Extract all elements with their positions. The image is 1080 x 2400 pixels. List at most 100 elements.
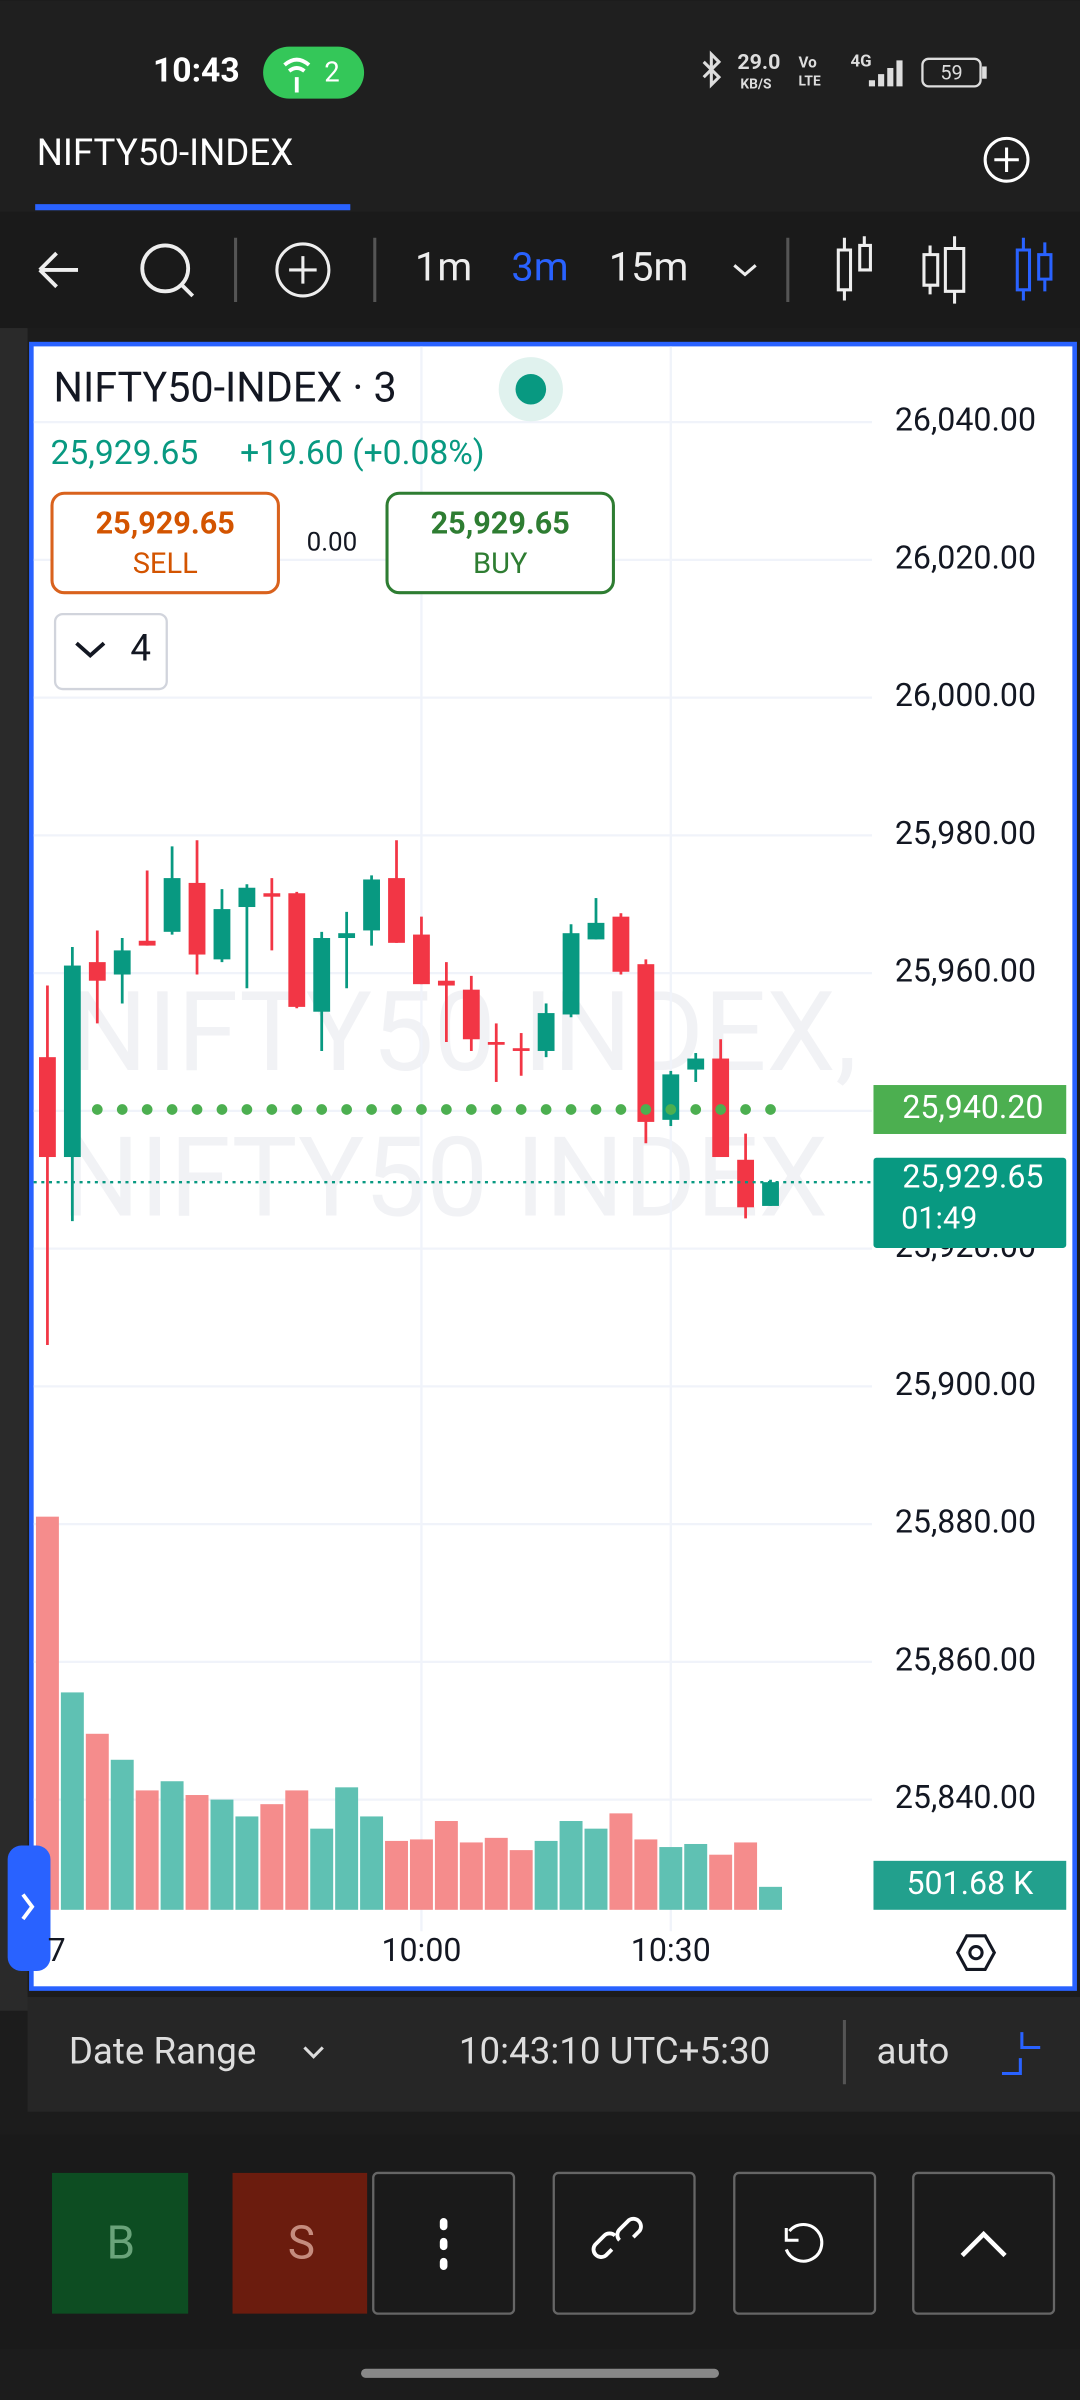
fullscreen-button[interactable]	[1001, 2032, 1041, 2076]
watermark: NIFTY50 INDEX	[61, 1113, 828, 1242]
grid: 25,840.00 25,860.00 25,880.00 25,900.00 25,9…	[33, 346, 1036, 1932]
candle-body	[113, 950, 131, 975]
volume-bar	[310, 1828, 334, 1910]
candle-body	[288, 893, 306, 1007]
chart-style-active[interactable]	[1015, 237, 1053, 301]
search-button[interactable]	[140, 243, 191, 294]
bottom-bar	[27, 1996, 1080, 2112]
candle-body	[39, 1057, 56, 1158]
settings-icon	[968, 1944, 984, 1961]
interval-dropdown[interactable]	[733, 264, 757, 277]
add-tab-button[interactable]	[983, 136, 1030, 183]
sell-action[interactable]	[232, 2172, 368, 2314]
expand-button[interactable]	[912, 2171, 1056, 2315]
reset-icon	[784, 2223, 824, 2263]
candle-body	[487, 1042, 505, 1045]
candle-body	[388, 878, 405, 943]
symbol-title: NIFTY50-INDEX · 3	[54, 365, 397, 413]
network-type: 4G	[851, 51, 872, 71]
candle-body	[737, 1159, 755, 1208]
y-tick-label: 25,900.00	[895, 1365, 1036, 1403]
y-tick-label: 26,040.00	[895, 401, 1036, 439]
volume-bar	[484, 1837, 508, 1910]
volume-bar	[60, 1692, 84, 1910]
chart-style-button[interactable]	[922, 236, 966, 304]
spread: 0.00	[307, 528, 358, 558]
volume-bar	[409, 1839, 433, 1910]
volume-bar	[285, 1790, 309, 1910]
candle-body	[587, 922, 605, 940]
tab-title[interactable]: NIFTY50-INDEX	[37, 131, 294, 174]
chart-type-button[interactable]	[836, 236, 872, 301]
expand-icon	[960, 2230, 1007, 2258]
chevron	[75, 641, 106, 658]
volume-bar	[534, 1840, 558, 1910]
interval-button[interactable]: 1m	[415, 243, 472, 290]
y-tick-label: 25,880.00	[895, 1503, 1036, 1541]
status-dot	[515, 373, 547, 405]
hotspot-count: 2	[324, 55, 339, 88]
volume-bar	[434, 1821, 458, 1910]
hotspot-pill	[263, 46, 365, 99]
last-price-box	[873, 1157, 1067, 1248]
order-line-label: 25,940.20	[902, 1088, 1043, 1126]
back-button[interactable]	[38, 251, 79, 289]
net-unit: KB/S	[740, 76, 771, 92]
volume-bar	[235, 1816, 259, 1910]
indicators-toggle[interactable]	[53, 612, 168, 691]
y-tick-label: 25,980.00	[895, 814, 1036, 852]
countdown-label: 01:49	[901, 1201, 977, 1236]
volume-bar	[659, 1847, 683, 1910]
add-indicator-button[interactable]	[275, 242, 331, 298]
volume-bar	[559, 1821, 583, 1910]
volume-bar	[85, 1733, 109, 1910]
price-change: +19.60 (+0.08%)	[240, 434, 484, 473]
candle-body	[762, 1182, 779, 1206]
candle-body	[163, 878, 181, 932]
volume-bar	[335, 1787, 359, 1910]
tab-indicator	[35, 204, 351, 211]
volume-bar	[35, 1516, 59, 1910]
volte-top: Vo	[799, 53, 818, 71]
link-button[interactable]	[552, 2171, 696, 2315]
date-range[interactable]: Date Range	[69, 2029, 257, 2072]
candle-body	[562, 933, 580, 1015]
price-lines: 25,940.20 25,929.65 01:49 501.68 K	[33, 1085, 1067, 1910]
buy-action[interactable]	[52, 2172, 189, 2314]
watermark: NIFTY50 INDEX, 3	[69, 968, 947, 1097]
y-tick-label: 25,840.00	[895, 1778, 1036, 1816]
bluetooth-icon	[702, 50, 722, 89]
interval-button[interactable]: 3m	[511, 243, 568, 290]
signal-icon	[868, 60, 903, 87]
sell-button[interactable]	[50, 491, 280, 595]
auto-scale[interactable]: auto	[877, 2029, 950, 2072]
candle-body	[313, 938, 331, 1012]
candle-body	[612, 916, 630, 972]
buy-action-label: B	[107, 2216, 136, 2270]
interval-button[interactable]: 15m	[609, 243, 689, 290]
link-icon	[591, 2216, 643, 2259]
volume-label: 501.68 K	[906, 1864, 1034, 1902]
y-tick-label: 26,020.00	[895, 538, 1036, 576]
buy-button[interactable]	[385, 491, 615, 595]
candle-body	[188, 882, 206, 955]
y-tick-label: 25,960.00	[895, 952, 1036, 990]
sell-price: 25,929.65	[96, 506, 235, 541]
volume-bar	[609, 1813, 633, 1910]
date-range-chevron	[303, 2046, 324, 2059]
y-tick-label: 26,000.00	[895, 676, 1036, 714]
reset-button[interactable]	[733, 2171, 877, 2315]
more-button[interactable]	[372, 2171, 516, 2315]
volume-bar	[709, 1854, 733, 1910]
battery-icon	[921, 57, 982, 88]
candle-body	[138, 940, 156, 946]
candle-body	[512, 1048, 530, 1051]
settings-button[interactable]	[955, 1934, 997, 1971]
candle-body	[263, 893, 281, 897]
add-tab-icon	[994, 147, 1019, 173]
candle-body	[637, 964, 655, 1122]
candle-body	[63, 965, 81, 1158]
volume-bar	[385, 1840, 408, 1910]
battery-tip	[982, 66, 987, 79]
candles	[39, 840, 779, 1346]
